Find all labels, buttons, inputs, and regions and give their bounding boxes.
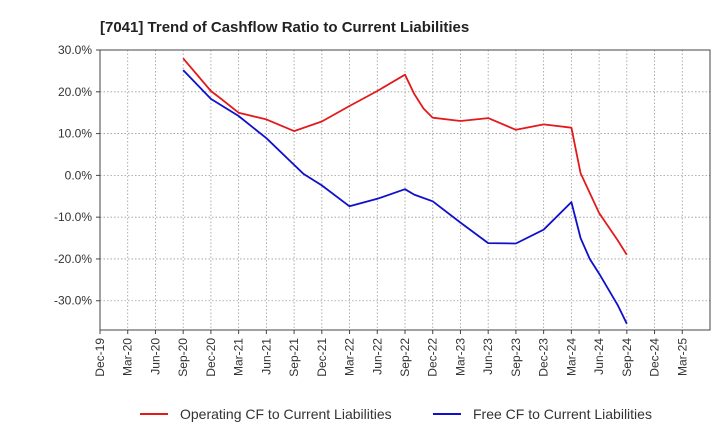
legend-label-1: Operating CF to Current Liabilities (180, 406, 392, 422)
y-tick-label: 20.0% (58, 85, 92, 99)
x-tick-label: Sep-23 (509, 338, 523, 377)
x-tick-label: Jun-21 (259, 338, 273, 375)
x-tick-label: Jun-22 (370, 338, 384, 375)
x-tick-label: Mar-22 (343, 338, 357, 376)
x-tick-label: Dec-21 (315, 338, 329, 377)
x-tick-label: Dec-22 (426, 338, 440, 377)
x-tick-label: Sep-24 (620, 338, 634, 377)
y-tick-label: 0.0% (65, 168, 93, 182)
x-tick-label: Jun-23 (481, 338, 495, 375)
x-tick-label: Dec-24 (648, 338, 662, 377)
x-tick-label: Dec-23 (537, 338, 551, 377)
y-tick-label: -10.0% (54, 210, 92, 224)
x-tick-label: Jun-24 (592, 338, 606, 375)
x-tick-label: Mar-21 (232, 338, 246, 376)
chart-title: [7041] Trend of Cashflow Ratio to Curren… (100, 19, 469, 36)
x-axis: Dec-19 Mar-20 Jun-20 Sep-20 Dec-20 Mar-21 Jun-… (93, 330, 689, 377)
series-line-2 (182, 69, 628, 325)
y-tick-label: 10.0% (58, 127, 92, 141)
series-lines (182, 57, 628, 325)
x-tick-label: Mar-23 (453, 338, 467, 376)
y-tick-label: 30.0% (58, 43, 92, 57)
x-tick-label: Dec-19 (93, 338, 107, 377)
y-tick-label: -30.0% (54, 294, 92, 308)
x-tick-label: Jun-20 (148, 338, 162, 375)
x-tick-label: Mar-24 (564, 338, 578, 376)
x-tick-label: Mar-20 (121, 338, 135, 376)
y-axis: 30.0% 20.0% 10.0% 0.0% -10.0% -20.0% -30.0% (54, 43, 100, 308)
y-tick-label: -20.0% (54, 252, 92, 266)
x-tick-label: Sep-20 (176, 338, 190, 377)
grid-lines (99, 49, 711, 330)
legend-label-2: Free CF to Current Liabilities (473, 406, 652, 422)
x-tick-label: Sep-22 (398, 338, 412, 377)
x-tick-label: Dec-20 (204, 338, 218, 377)
legend: Operating CF to Current Liabilities Free … (140, 406, 652, 422)
x-tick-label: Sep-21 (287, 338, 301, 377)
series-line-1 (182, 57, 628, 256)
x-tick-label: Mar-25 (675, 338, 689, 376)
